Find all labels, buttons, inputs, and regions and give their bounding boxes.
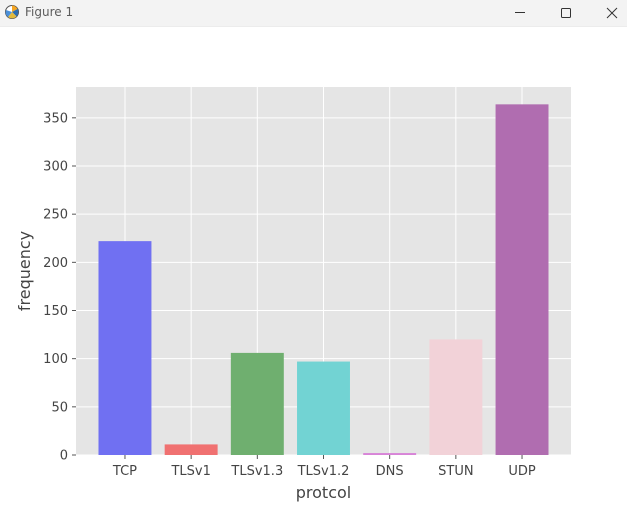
bar-chart: 0 50 100 150 200 250 300 350 TCP TLSv1 TLSv1.3 TLS…: [15, 87, 571, 502]
bar-tcp: [98, 241, 152, 455]
bar-stun: [429, 339, 483, 455]
bar-tlsv1-3: [230, 352, 284, 455]
y-tick-label: 0: [60, 449, 68, 464]
y-tick-label: 100: [43, 352, 68, 367]
bar-dns: [363, 453, 417, 455]
y-axis-label: frequency: [15, 231, 34, 311]
x-tick-label: TCP: [112, 464, 137, 479]
x-tick-label: DNS: [376, 464, 404, 479]
x-tick-label: UDP: [508, 464, 536, 479]
close-icon: [606, 7, 618, 19]
x-tick-label: TLSv1: [170, 464, 210, 479]
x-ticks: TCP TLSv1 TLSv1.3 TLSv1.2 DNS STUN UDP: [112, 455, 536, 479]
y-tick-label: 300: [43, 159, 68, 174]
y-tick-label: 250: [43, 208, 68, 223]
plot-area: 0 50 100 150 200 250 300 350 TCP TLSv1 TLSv1.3 TLS…: [0, 27, 627, 509]
bar-udp: [495, 104, 549, 455]
x-axis-label: protcol: [296, 483, 351, 502]
y-tick-label: 150: [43, 304, 68, 319]
y-ticks: 0 50 100 150 200 250 300 350: [43, 111, 76, 464]
maximize-icon: [561, 8, 571, 18]
y-tick-label: 50: [51, 400, 68, 415]
x-tick-label: TLSv1.2: [297, 464, 350, 479]
title-bar[interactable]: Figure 1: [0, 0, 627, 27]
y-tick-label: 200: [43, 256, 68, 271]
minimize-icon: [515, 12, 525, 13]
minimize-button[interactable]: [497, 0, 543, 26]
x-tick-label: TLSv1.3: [230, 464, 283, 479]
bar-tlsv1-2: [297, 361, 350, 455]
x-tick-label: STUN: [438, 464, 473, 479]
window-title: Figure 1: [25, 5, 74, 19]
close-button[interactable]: [589, 0, 627, 26]
y-tick-label: 350: [43, 111, 68, 126]
bars: [98, 104, 549, 455]
matplotlib-icon: [5, 5, 19, 19]
bar-tlsv1: [164, 444, 218, 455]
maximize-button[interactable]: [543, 0, 589, 26]
